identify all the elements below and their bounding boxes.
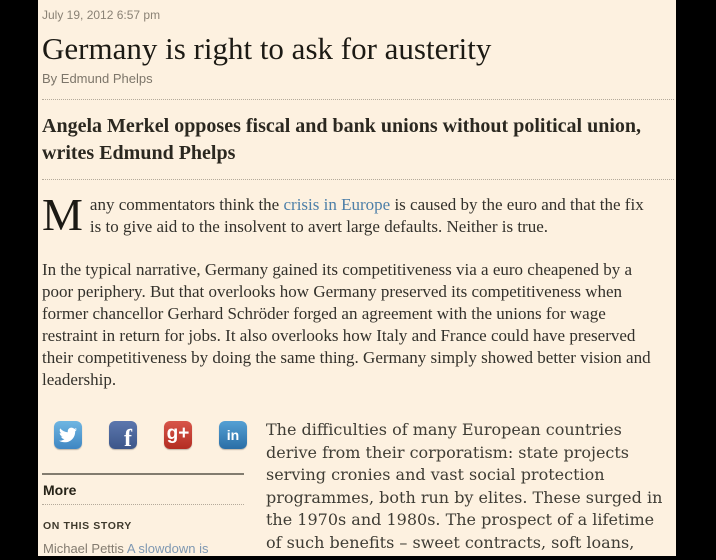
drop-cap: M	[42, 189, 83, 240]
on-this-story-label: ON THIS STORY	[43, 520, 132, 532]
twitter-share-button[interactable]	[54, 421, 82, 449]
paragraph-text: any commentators think the	[89, 195, 284, 214]
twitter-bird-icon	[59, 427, 77, 443]
related-story-link[interactable]: A slowdown is good for China and the wor…	[126, 541, 209, 556]
more-heading: More	[43, 482, 77, 498]
article-sidebar: f g+ in More ON THIS STORY Michael Petti…	[42, 419, 248, 556]
googleplus-share-button[interactable]: g+	[164, 421, 192, 449]
standfirst: Angela Merkel opposes fiscal and bank un…	[42, 115, 642, 164]
article-body-column: The difficulties of many European countr…	[248, 419, 674, 556]
related-story: Michael Pettis A slowdown is good for Ch…	[42, 540, 228, 556]
googleplus-icon: g+	[166, 423, 190, 444]
share-toolbar: f g+ in	[42, 419, 248, 449]
facebook-icon: f	[124, 426, 132, 449]
byline: By Edmund Phelps	[42, 71, 153, 86]
article-columns: f g+ in More ON THIS STORY Michael Petti…	[42, 419, 674, 556]
publish-date: July 19, 2012 6:57 pm	[42, 8, 161, 22]
divider-solid	[42, 473, 244, 475]
crisis-in-europe-link[interactable]: crisis in Europe	[283, 195, 391, 214]
facebook-share-button[interactable]: f	[109, 421, 137, 449]
divider-dotted-top	[42, 99, 674, 100]
more-section: More ON THIS STORY Michael Pettis A slow…	[42, 473, 248, 556]
article-paragraph-3: The difficulties of many European countr…	[266, 420, 663, 556]
page-title: Germany is right to ask for austerity	[42, 31, 492, 66]
paragraph-text: is caused by the euro and that the fix i…	[89, 195, 644, 236]
linkedin-share-button[interactable]: in	[219, 421, 247, 449]
article-paragraph-2: In the typical narrative, Germany gained…	[42, 260, 651, 389]
linkedin-icon: in	[226, 427, 240, 443]
article-page: July 19, 2012 6:57 pm Germany is right t…	[38, 0, 676, 556]
window-frame-bottom	[0, 556, 716, 560]
divider-dotted-standfirst	[42, 179, 674, 180]
divider-dotted-more	[42, 504, 244, 505]
related-story-author: Michael Pettis	[43, 541, 124, 556]
